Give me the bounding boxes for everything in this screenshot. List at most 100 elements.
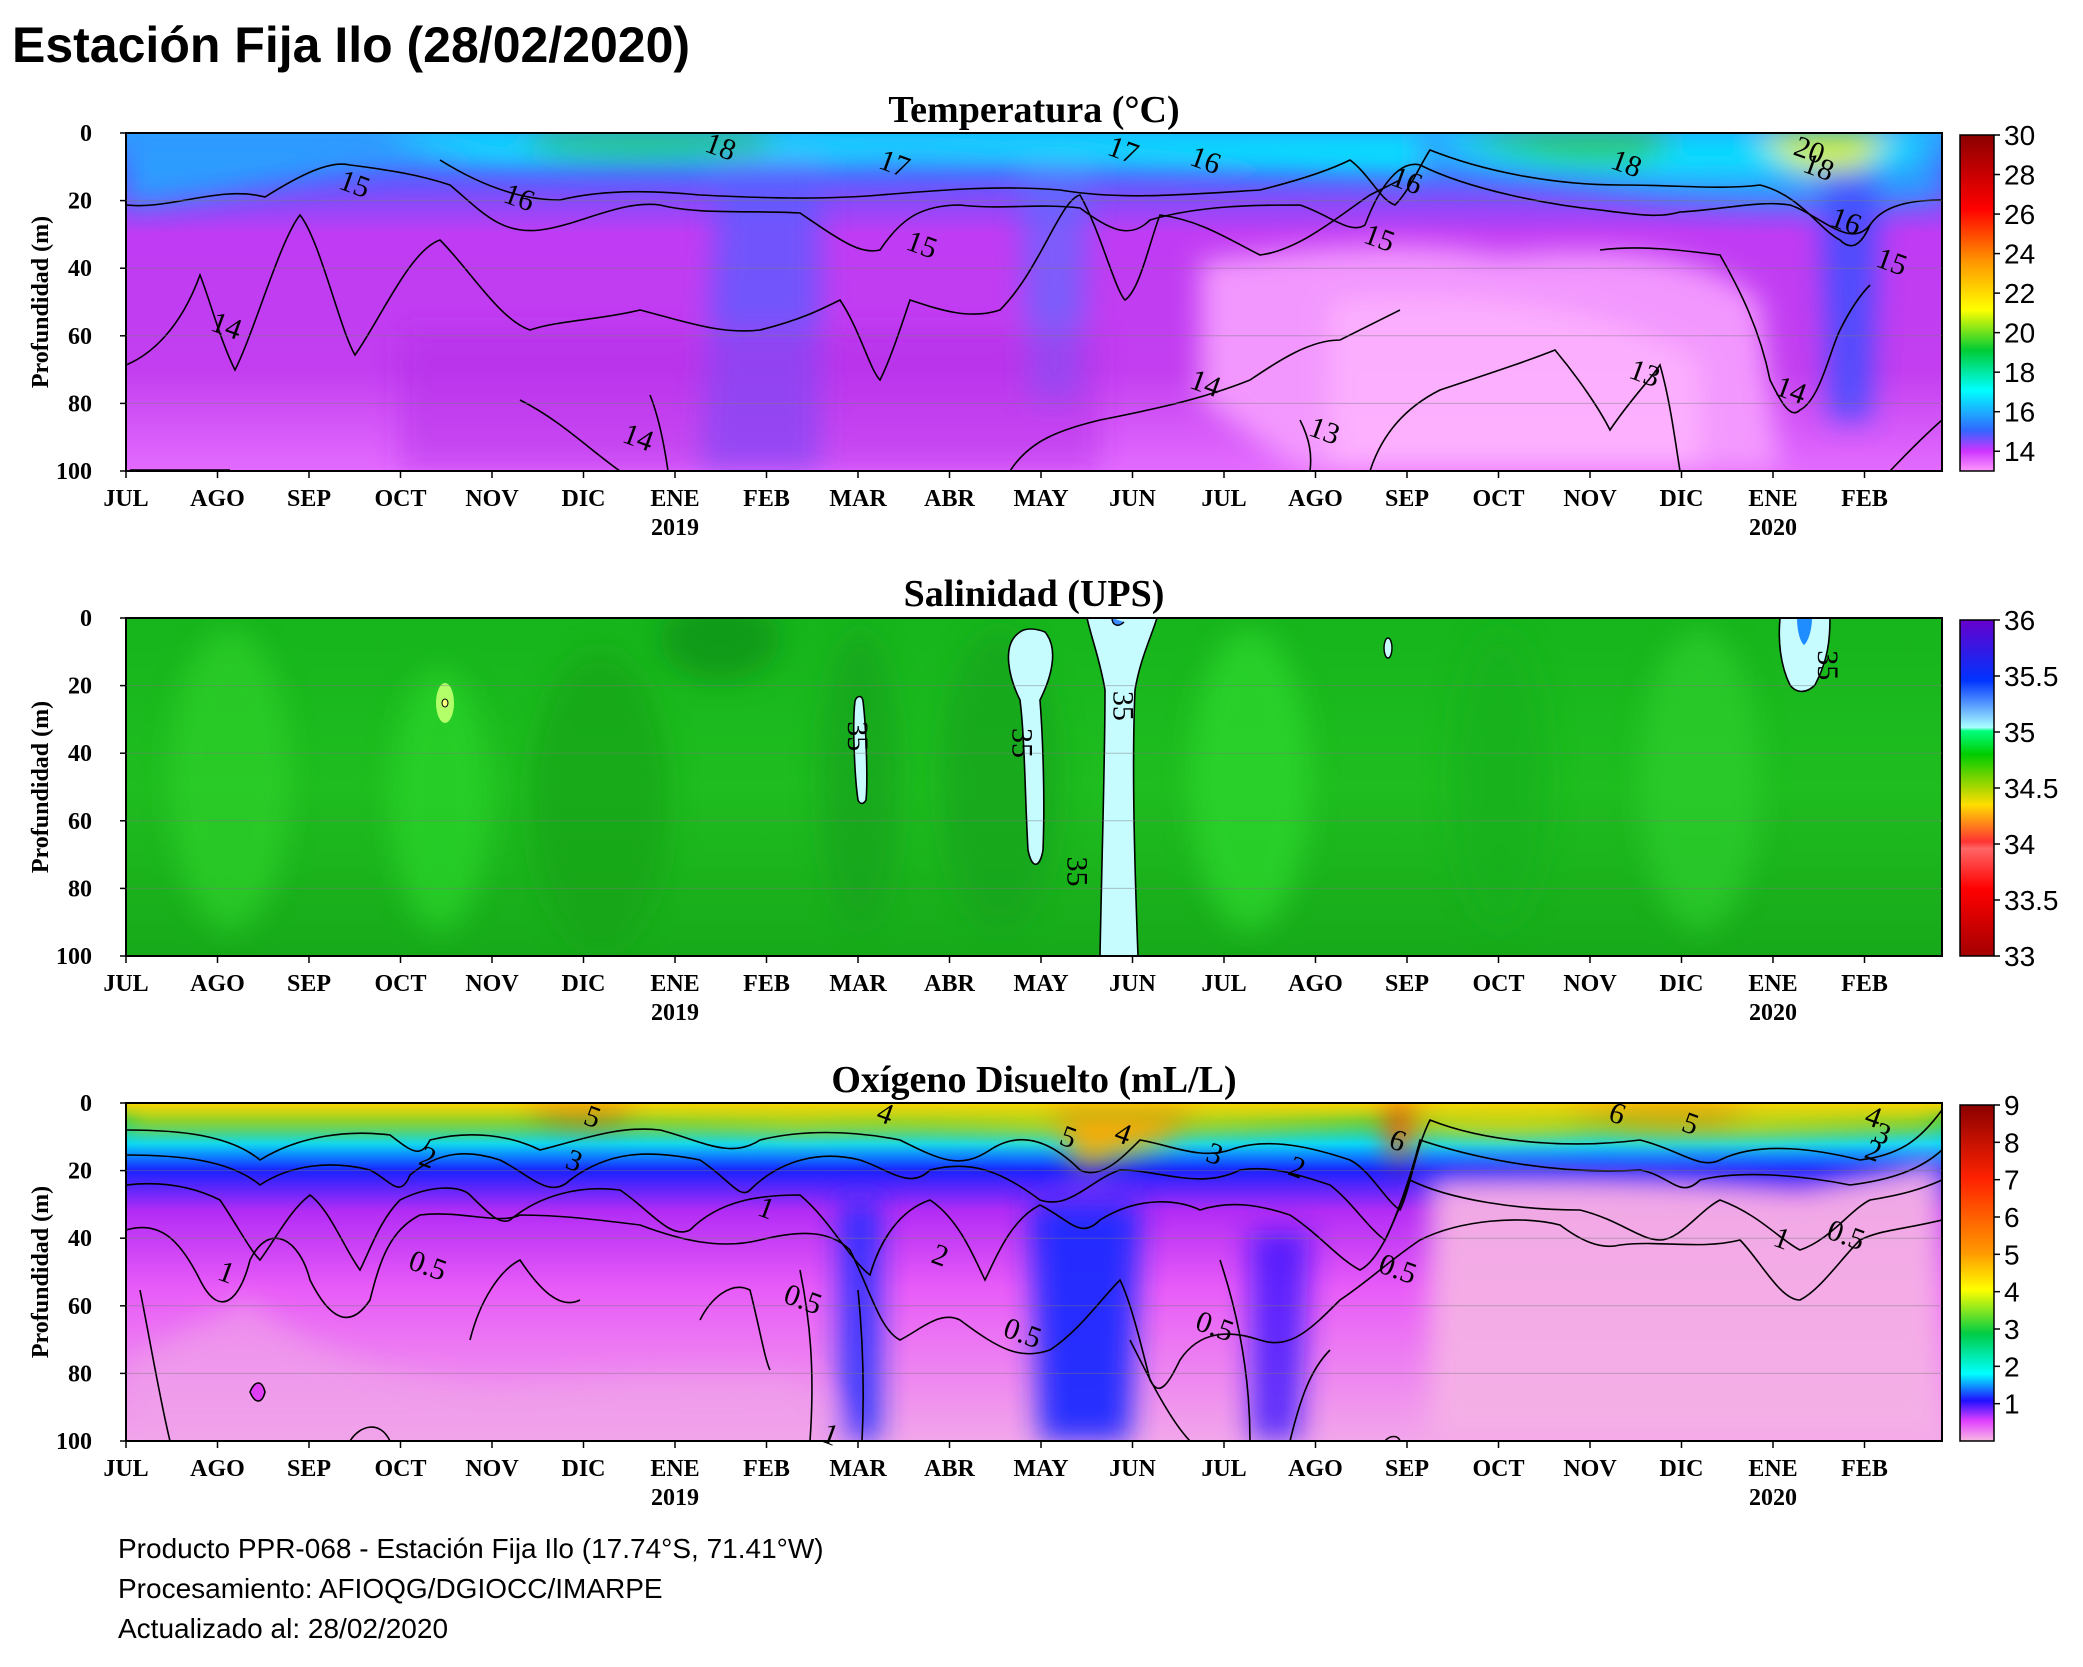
- colorbar-tick-label: 34.5: [2004, 773, 2059, 804]
- y-tick-label: 0: [80, 121, 92, 147]
- contour-label: 35: [1106, 691, 1139, 721]
- x-tick-label: MAY: [1013, 486, 1068, 512]
- temperature-field: [126, 133, 1942, 471]
- x-tick-label: AGO: [190, 486, 245, 512]
- salinity-panel: Salinidad (UPS): [28, 573, 2059, 1026]
- colorbar-tick-label: 22: [2004, 278, 2035, 309]
- colorbar-tick-label: 14: [2004, 436, 2035, 467]
- temperature-xticks: JUL AGO SEP OCT NOV DIC ENE FEB MAR ABR MAY JUN JUL A…: [103, 471, 1888, 541]
- temperature-grid: [126, 200, 1942, 404]
- y-tick-label: 80: [68, 391, 92, 417]
- x-tick-label: AGO: [190, 971, 245, 997]
- x-tick-label: AGO: [1288, 1456, 1343, 1482]
- x-tick-label: FEB: [1841, 971, 1888, 997]
- contour-label: 35: [1061, 857, 1094, 887]
- y-tick-label: 60: [68, 809, 92, 835]
- year-label: 2019: [651, 1485, 699, 1511]
- x-tick-label: JUL: [103, 486, 148, 512]
- x-tick-label: MAR: [829, 971, 887, 997]
- y-tick-label: 20: [68, 674, 92, 700]
- x-tick-label: JUL: [1201, 1456, 1246, 1482]
- oxygen-ylabel: Profundidad (m): [28, 1186, 54, 1358]
- x-tick-label: MAR: [829, 486, 887, 512]
- x-tick-label: ABR: [924, 486, 975, 512]
- colorbar-tick-label: 5: [2004, 1239, 2020, 1270]
- salinity-colorbar: [1959, 619, 1995, 957]
- footer: Producto PPR-068 - Estación Fija Ilo (17…: [118, 1533, 824, 1644]
- colorbar-tick-label: 28: [2004, 160, 2035, 191]
- x-tick-label: DIC: [1659, 971, 1703, 997]
- salinity-grid: [126, 685, 1942, 889]
- temperature-ylabel: Profundidad (m): [28, 216, 54, 388]
- y-tick-label: 80: [68, 1361, 92, 1387]
- colorbar-tick-label: 30: [2004, 120, 2035, 151]
- x-tick-label: MAR: [829, 1456, 887, 1482]
- temperature-colorbar: [1959, 134, 1995, 472]
- x-tick-label: SEP: [287, 486, 331, 512]
- y-tick-label: 60: [68, 1294, 92, 1320]
- x-tick-label: OCT: [1472, 486, 1524, 512]
- x-tick-label: DIC: [561, 1456, 605, 1482]
- x-tick-label: NOV: [1563, 1456, 1617, 1482]
- year-label: 2020: [1749, 1485, 1797, 1511]
- x-tick-label: ENE: [1748, 1456, 1797, 1482]
- oxygen-colorbar: [1959, 1104, 1995, 1442]
- contour-label: 35: [1811, 650, 1844, 680]
- y-tick-label: 0: [80, 606, 92, 632]
- x-tick-label: DIC: [561, 486, 605, 512]
- colorbar-tick-label: 33.5: [2004, 885, 2059, 916]
- colorbar-tick-label: 1: [2004, 1389, 2020, 1420]
- x-tick-label: OCT: [374, 971, 426, 997]
- x-tick-label: FEB: [1841, 1456, 1888, 1482]
- colorbar-tick-label: 16: [2004, 397, 2035, 428]
- x-tick-label: SEP: [287, 971, 331, 997]
- x-tick-label: OCT: [1472, 1456, 1524, 1482]
- x-tick-label: ABR: [924, 971, 975, 997]
- x-tick-label: AGO: [1288, 486, 1343, 512]
- temperature-title: Temperatura (°C): [888, 89, 1179, 131]
- x-tick-label: NOV: [1563, 486, 1617, 512]
- salinity-contour-labels: 35 35 35 35 35: [841, 650, 1844, 886]
- x-tick-label: SEP: [1385, 1456, 1429, 1482]
- x-tick-label: JUN: [1109, 1456, 1156, 1482]
- contour-label: 35: [841, 721, 874, 751]
- x-tick-label: OCT: [1472, 971, 1524, 997]
- salinity-yticks: 0 20 40 60 80 100: [56, 606, 126, 970]
- salinity-xticks: JUL AGO SEP OCT NOV DIC ENE FEB MAR ABR MAY JUN JUL A…: [103, 956, 1888, 1026]
- x-tick-label: ENE: [650, 486, 699, 512]
- x-tick-label: AGO: [190, 1456, 245, 1482]
- colorbar-tick-label: 26: [2004, 199, 2035, 230]
- x-tick-label: ENE: [650, 1456, 699, 1482]
- x-tick-label: ENE: [650, 971, 699, 997]
- colorbar-tick-label: 35: [2004, 717, 2035, 748]
- x-tick-label: DIC: [1659, 486, 1703, 512]
- x-tick-label: JUN: [1109, 486, 1156, 512]
- footer-processing: Procesamiento: AFIOQG/DGIOCC/IMARPE: [118, 1573, 663, 1604]
- x-tick-label: FEB: [1841, 486, 1888, 512]
- x-tick-label: SEP: [287, 1456, 331, 1482]
- colorbar-tick-label: 34: [2004, 829, 2035, 860]
- colorbar-tick-label: 6: [2004, 1202, 2020, 1233]
- y-tick-label: 40: [68, 1226, 92, 1252]
- x-tick-label: DIC: [561, 971, 605, 997]
- y-tick-label: 0: [80, 1091, 92, 1117]
- y-tick-label: 100: [56, 1429, 92, 1455]
- oxygen-grid: [126, 1170, 1942, 1374]
- colorbar-tick-label: 24: [2004, 239, 2035, 270]
- colorbar-tick-label: 18: [2004, 357, 2035, 388]
- x-tick-label: OCT: [374, 1456, 426, 1482]
- colorbar-tick-label: 9: [2004, 1090, 2020, 1121]
- x-tick-label: ENE: [1748, 486, 1797, 512]
- footer-updated: Actualizado al: 28/02/2020: [118, 1613, 448, 1644]
- x-tick-label: FEB: [743, 971, 790, 997]
- year-label: 2019: [651, 1000, 699, 1026]
- x-tick-label: AGO: [1288, 971, 1343, 997]
- colorbar-tick-label: 35.5: [2004, 661, 2059, 692]
- salinity-field: [126, 618, 1942, 956]
- colorbar-tick-label: 33: [2004, 941, 2035, 972]
- x-tick-label: MAY: [1013, 971, 1068, 997]
- year-label: 2020: [1749, 515, 1797, 541]
- salinity-ylabel: Profundidad (m): [28, 701, 54, 873]
- colorbar-tick-label: 8: [2004, 1127, 2020, 1158]
- x-tick-label: JUL: [103, 1456, 148, 1482]
